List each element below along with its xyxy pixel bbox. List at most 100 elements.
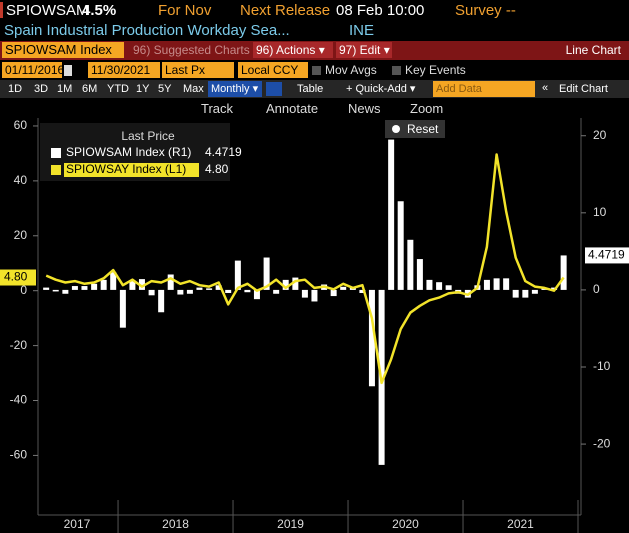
bar (436, 282, 443, 290)
y2-tick-label: 20 (593, 128, 607, 142)
end-date[interactable]: 11/30/2021 (88, 62, 160, 78)
bar (100, 279, 107, 290)
field[interactable]: Last Px (162, 62, 234, 78)
period-button[interactable]: 1M (57, 83, 73, 95)
frequency[interactable]: Monthly ▾ (208, 81, 262, 97)
x-tick-label: 2019 (277, 517, 304, 531)
period-button[interactable]: 5Y (158, 83, 172, 95)
legend-title: Last Price (121, 129, 175, 143)
period-button[interactable]: 1Y (136, 83, 150, 95)
bar (196, 287, 203, 290)
range-row: 01/11/2016 11/30/2021 Last Px Local CCY … (0, 61, 629, 80)
legend-name: SPIOWSAY Index (L1) (66, 162, 186, 176)
bar (119, 289, 126, 328)
bar (531, 289, 538, 294)
period-row: Monthly ▾ Table + Quick-Add ▾ Add Data «… (0, 80, 629, 98)
edit-chart[interactable]: Edit Chart (559, 83, 608, 95)
bar (138, 279, 145, 290)
bar (273, 289, 280, 294)
y2-tick-label: 10 (593, 205, 607, 219)
bar (263, 257, 270, 290)
bar (129, 280, 136, 290)
period-button[interactable]: 1D (8, 83, 23, 95)
description-row: Spain Industrial Production Workday Sea.… (0, 20, 629, 40)
bar (311, 289, 318, 302)
y-tick-label: -60 (10, 448, 28, 462)
bar (91, 283, 98, 290)
header-row: SPIOWSAM 4.5% For Nov Next Release 08 Fe… (0, 0, 629, 20)
bar (483, 279, 490, 290)
bar (206, 288, 213, 290)
period-button[interactable]: Max (183, 83, 204, 95)
bar (426, 279, 433, 290)
plot-area (38, 118, 581, 515)
bar (340, 286, 347, 290)
period: For Nov (158, 2, 212, 19)
y-tick-label: -40 (10, 393, 28, 407)
bar (503, 278, 510, 290)
legend-value: 4.4719 (205, 145, 242, 159)
reset-icon (392, 125, 400, 133)
y-tick-label: 60 (14, 118, 28, 132)
last-value-tag (585, 247, 629, 264)
last-value-label: 4.4719 (588, 248, 625, 262)
y-tick-label: 0 (20, 283, 27, 297)
chart-type: Line Chart (565, 43, 621, 57)
bar (301, 289, 308, 298)
survey: Survey -- (455, 2, 516, 19)
bar (177, 289, 184, 295)
bar (71, 286, 78, 290)
next-release: 08 Feb 10:00 (336, 2, 425, 19)
tool-button[interactable]: News (348, 101, 381, 116)
bar (522, 289, 529, 298)
table[interactable]: Table (297, 83, 324, 95)
next-release-label: Next Release (240, 2, 331, 19)
chart-icon[interactable] (266, 82, 282, 96)
bar (493, 278, 500, 290)
x-tick-label: 2018 (162, 517, 189, 531)
y2-tick-label: -10 (593, 359, 611, 373)
tool-button[interactable]: Track (201, 101, 234, 116)
last-value-tag (0, 269, 36, 286)
tool-button[interactable]: Zoom (410, 101, 444, 116)
checkbox[interactable] (392, 66, 401, 75)
description: Spain Industrial Production Workday Sea.… (4, 22, 290, 39)
security[interactable]: SPIOWSAM Index (2, 42, 124, 58)
suggested-charts[interactable]: 96) Suggested Charts (133, 43, 250, 57)
legend-swatch (51, 165, 61, 175)
bar (388, 139, 395, 290)
add-data[interactable]: Add Data (433, 81, 535, 97)
legend-value: 4.80 (205, 162, 229, 176)
edit[interactable]: 97) Edit ▾ (336, 42, 392, 58)
ticker: SPIOWSAM (6, 2, 89, 19)
key-events[interactable]: Key Events (405, 63, 466, 77)
bar (253, 289, 260, 300)
bar (62, 289, 69, 294)
quick-add[interactable]: + Quick-Add ▾ (346, 83, 416, 95)
tool-button[interactable]: Annotate (266, 101, 319, 116)
period-button[interactable]: 6M (82, 83, 98, 95)
period-button[interactable]: YTD (107, 83, 129, 95)
line (45, 153, 565, 385)
y2-tick-label: -20 (593, 436, 611, 450)
collapse-icon[interactable]: « (542, 82, 549, 94)
actions[interactable]: 96) Actions ▾ (253, 42, 333, 58)
currency[interactable]: Local CCY (238, 62, 308, 78)
x-tick-label: 2017 (64, 517, 91, 531)
date-toggle[interactable] (64, 65, 72, 76)
toolbar: SPIOWSAM Index 96) Suggested Charts 96) … (0, 41, 629, 60)
start-date[interactable]: 01/11/2016 (2, 62, 64, 78)
bar (368, 289, 375, 387)
last-value-label: 4.80 (4, 270, 28, 284)
period-button[interactable]: 3D (34, 83, 49, 95)
x-tick-label: 2021 (507, 517, 534, 531)
y2-tick-label: 0 (593, 282, 600, 296)
mov-avgs[interactable]: Mov Avgs (325, 63, 377, 77)
bar (244, 289, 251, 293)
checkbox[interactable] (312, 66, 321, 75)
reset-button[interactable]: Reset (385, 120, 445, 138)
bar (330, 289, 337, 297)
bar (282, 279, 289, 290)
